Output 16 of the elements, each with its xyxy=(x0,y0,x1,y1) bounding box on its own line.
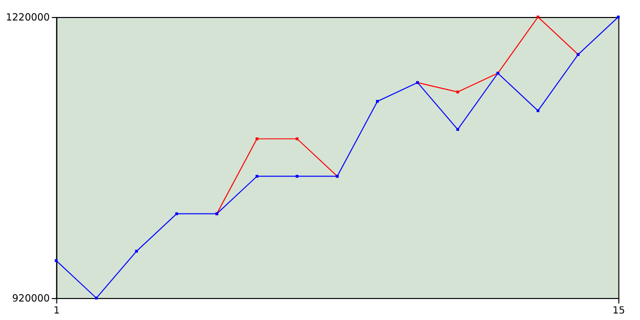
point xyxy=(616,16,620,18)
point xyxy=(94,296,98,300)
point xyxy=(456,90,460,94)
y-tick-label: 920000 xyxy=(12,294,50,305)
point xyxy=(296,174,298,178)
x-tick-label: 1 xyxy=(54,305,60,316)
y-tick-label: 1220000 xyxy=(6,12,50,24)
point xyxy=(456,128,460,131)
point xyxy=(536,109,540,112)
x-tick-label: 15 xyxy=(612,305,626,316)
point xyxy=(296,137,298,140)
point xyxy=(54,259,58,262)
point xyxy=(256,137,258,140)
point xyxy=(256,174,258,178)
point xyxy=(135,250,138,253)
point xyxy=(376,100,379,103)
